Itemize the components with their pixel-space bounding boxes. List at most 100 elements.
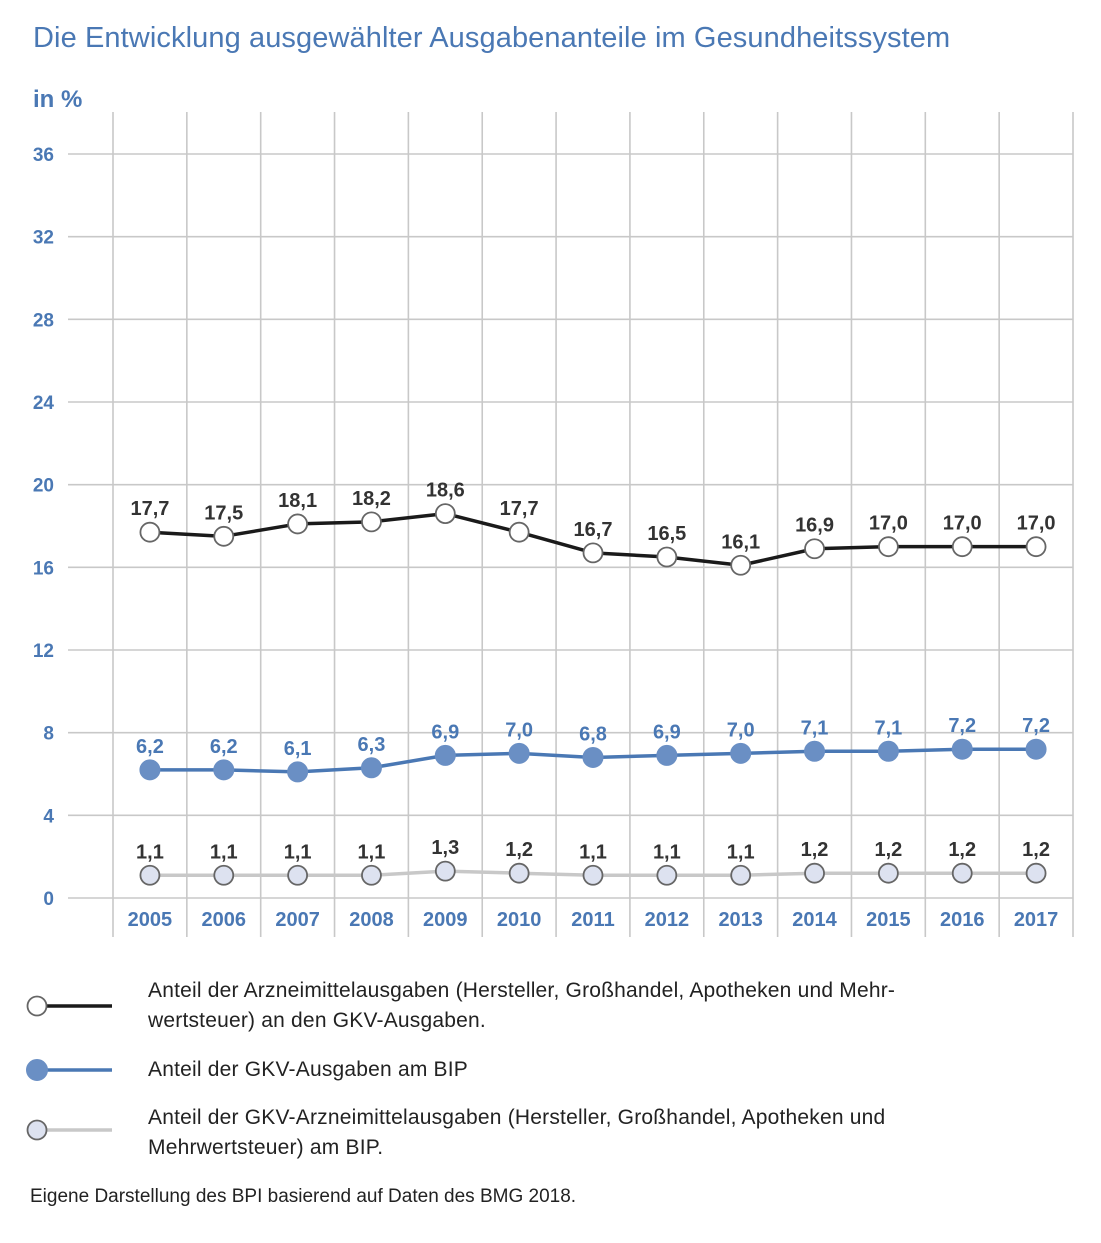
y-tick-label: 36 — [33, 145, 54, 166]
data-point-blue — [213, 759, 235, 781]
legend-swatches — [26, 995, 112, 1141]
data-label-gray: 1,2 — [874, 839, 902, 861]
legend-label-blue-line1: Anteil der GKV-Ausgaben am BIP — [148, 1058, 469, 1081]
data-point-gray — [139, 864, 161, 886]
y-tick-label: 12 — [33, 641, 54, 662]
data-point-gray — [434, 860, 456, 882]
data-label-gray: 1,1 — [653, 841, 681, 863]
legend-swatch-black — [26, 995, 112, 1017]
data-point-black — [582, 542, 604, 564]
x-axis-ticks: 2005 2006 2007 2008 2009 2010 2011 2012 2013 2014… — [128, 909, 1059, 931]
data-point-black — [434, 503, 456, 524]
data-point-gray — [951, 862, 973, 884]
x-tick-label: 2010 — [497, 909, 542, 931]
data-label-blue: 7,2 — [948, 715, 976, 737]
x-tick-label: 2006 — [202, 909, 247, 931]
data-label-gray: 1,1 — [358, 841, 386, 863]
data-point-gray — [287, 864, 309, 886]
y-tick-label: 32 — [33, 228, 54, 249]
legend-swatch-gray — [26, 1119, 112, 1141]
grid — [68, 112, 1074, 937]
data-point-blue — [877, 740, 899, 762]
data-point-gray — [1025, 862, 1047, 884]
legend-label-blue: Anteil der GKV-Ausgaben am BIP — [148, 1055, 1078, 1085]
y-tick-label: 4 — [43, 806, 54, 827]
legend-label-black-line2: wertsteuer) an den GKV-Ausgaben. — [148, 1009, 486, 1032]
y-tick-label: 28 — [33, 310, 54, 331]
x-tick-label: 2007 — [275, 909, 320, 931]
data-label-gray: 1,1 — [727, 841, 755, 863]
data-label-blue: 6,2 — [136, 736, 164, 758]
data-point-gray — [508, 862, 530, 884]
data-point-blue — [582, 746, 604, 768]
data-label-gray: 1,2 — [1022, 839, 1050, 861]
data-label-blue: 6,9 — [653, 721, 681, 743]
data-point-gray — [730, 864, 752, 886]
data-point-black — [361, 511, 382, 533]
data-label-black: 17,0 — [869, 513, 908, 535]
data-label-black: 18,2 — [352, 488, 391, 510]
data-label-blue: 7,1 — [801, 717, 829, 739]
legend-marker-black — [26, 995, 48, 1017]
data-label-blue: 6,2 — [210, 736, 238, 758]
data-label-black: 16,7 — [574, 519, 613, 541]
data-label-black: 17,5 — [204, 502, 243, 524]
data-label-blue: 7,0 — [505, 719, 533, 741]
data-label-black: 16,1 — [721, 531, 760, 553]
data-label-black: 18,1 — [278, 490, 317, 512]
data-point-blue — [508, 742, 530, 764]
data-label-blue: 6,1 — [284, 738, 312, 760]
legend-label-gray: Anteil der GKV-Arzneimittelausgaben (Her… — [148, 1103, 1078, 1163]
data-point-gray — [582, 864, 604, 886]
x-tick-label: 2005 — [128, 909, 173, 931]
x-tick-label: 2011 — [571, 909, 614, 931]
legend-label-black-line1: Anteil der Arzneimittelausgaben (Herstel… — [148, 979, 896, 1002]
data-point-gray — [656, 864, 678, 886]
data-label-blue: 6,9 — [431, 721, 459, 743]
data-point-black — [730, 554, 752, 576]
legend-marker-gray — [26, 1119, 48, 1141]
data-label-gray: 1,2 — [505, 839, 533, 861]
data-label-blue: 6,3 — [358, 734, 386, 756]
data-point-blue — [804, 740, 826, 762]
data-point-blue — [139, 759, 161, 781]
series-layer: 17,7 17,5 18,1 18,2 18,6 17,7 16,7 16,5 16,1 16,9… — [130, 480, 1056, 886]
legend-label-black: Anteil der Arzneimittelausgaben (Herstel… — [148, 976, 1078, 1036]
x-tick-label: 2014 — [792, 909, 837, 931]
legend: Anteil der Arzneimittelausgaben (Herstel… — [0, 975, 1101, 1175]
data-point-black — [508, 521, 530, 543]
y-tick-label: 20 — [33, 476, 54, 497]
data-label-black: 17,7 — [130, 498, 169, 520]
data-point-gray — [361, 864, 382, 886]
x-tick-label: 2016 — [940, 909, 985, 931]
x-tick-label: 2008 — [349, 909, 394, 931]
data-label-blue: 6,8 — [579, 723, 607, 745]
y-tick-label: 16 — [33, 558, 54, 579]
data-label-gray: 1,1 — [284, 841, 312, 863]
data-point-blue — [730, 742, 752, 764]
data-label-blue: 7,1 — [874, 717, 902, 739]
data-label-gray: 1,1 — [136, 841, 164, 863]
data-label-black: 16,5 — [647, 523, 686, 545]
legend-label-gray-line2: Mehrwertsteuer) am BIP. — [148, 1136, 384, 1159]
legend-marker-blue — [26, 1059, 48, 1081]
data-point-blue — [287, 761, 309, 783]
legend-swatch-blue — [26, 1059, 112, 1081]
data-point-black — [213, 525, 235, 547]
data-point-blue — [951, 738, 973, 760]
data-point-black — [804, 538, 825, 560]
data-point-black — [656, 546, 678, 568]
data-point-blue — [656, 744, 678, 766]
x-tick-label: 2017 — [1014, 909, 1059, 931]
y-axis-unit-label: in % — [33, 86, 83, 113]
data-point-black — [1025, 536, 1047, 558]
data-label-blue: 7,2 — [1022, 715, 1050, 737]
data-point-blue — [434, 744, 456, 766]
data-label-gray: 1,3 — [431, 837, 459, 859]
series-black: 17,7 17,5 18,1 18,2 18,6 17,7 16,7 16,5 16,1 16,9… — [130, 480, 1056, 576]
series-gray: 1,1 1,1 1,1 1,1 1,3 1,2 1,1 1,1 1,1 1,2 1,2 1,2 1,2 — [136, 837, 1050, 886]
x-tick-label: 2015 — [866, 909, 911, 931]
data-point-gray — [213, 864, 235, 886]
data-point-gray — [804, 862, 825, 884]
data-label-gray: 1,1 — [579, 841, 607, 863]
